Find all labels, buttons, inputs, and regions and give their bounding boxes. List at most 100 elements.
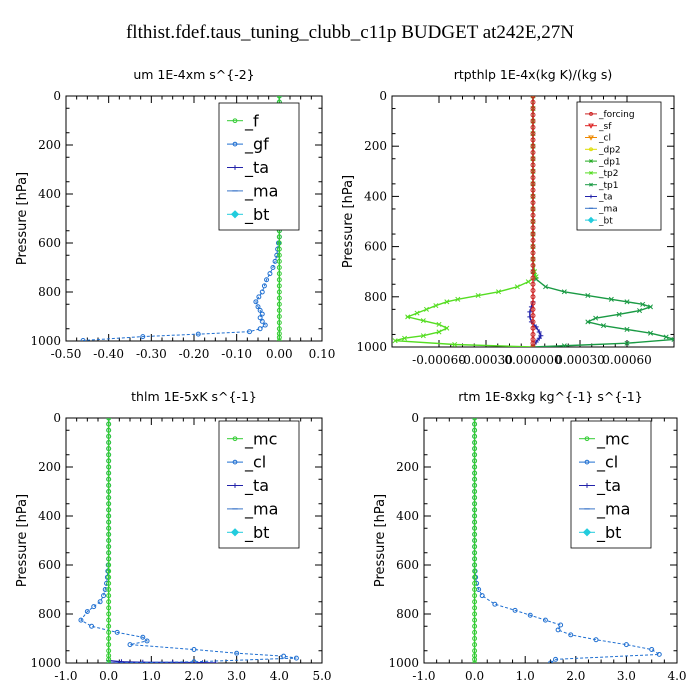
series-point — [106, 458, 112, 464]
series-point — [270, 265, 276, 270]
x-tick-label: 2.0 — [566, 669, 585, 683]
legend-marker — [589, 170, 593, 175]
x-tick-label: -1.0 — [412, 669, 435, 683]
series-point — [420, 333, 426, 339]
series-point — [276, 252, 282, 258]
legend-box — [218, 102, 300, 231]
legend-entry-ta: _ta — [244, 476, 269, 496]
series-point — [472, 660, 478, 663]
series-point — [530, 313, 536, 319]
series-point — [472, 433, 478, 439]
series-point — [276, 240, 282, 246]
series-point — [276, 295, 282, 301]
series-point — [525, 279, 531, 285]
y-axis-label: Pressure [hPa] — [373, 494, 388, 587]
series-point — [472, 623, 478, 629]
legend-entry-dp1: _dp1 — [598, 157, 621, 167]
x-tick-label: 0.10 — [309, 347, 336, 361]
series-point — [276, 246, 282, 252]
series-point — [530, 325, 536, 331]
series-point — [530, 124, 536, 130]
legend-entry-ta: _ta — [244, 158, 269, 178]
series-point — [106, 593, 112, 599]
series-point — [530, 319, 536, 325]
series-point — [276, 96, 282, 99]
legend-marker — [232, 141, 238, 147]
series-point — [106, 433, 112, 439]
legend-entry-cl: _cl — [598, 134, 611, 144]
series-point — [106, 440, 112, 445]
legend-box — [218, 420, 300, 549]
series-point — [472, 617, 478, 623]
series-point — [472, 421, 478, 427]
series-point — [106, 452, 112, 458]
series-point — [414, 310, 420, 316]
series-point — [259, 311, 265, 317]
series-point — [640, 301, 646, 307]
series-point — [542, 617, 548, 623]
x-tick-label: 0.00060 — [602, 353, 652, 367]
series-point — [472, 580, 478, 586]
y-tick-label: 1000 — [356, 340, 387, 354]
series-point — [455, 296, 461, 302]
series-point — [267, 271, 273, 277]
series-point — [530, 168, 536, 174]
series-point — [647, 304, 654, 310]
series-point — [472, 556, 478, 562]
series-point — [472, 458, 478, 464]
series-point — [472, 648, 478, 654]
series-point — [593, 637, 599, 643]
legend-box — [570, 420, 652, 549]
chart-panel-1: um 1E-4xm s^{-2} Pressure [hPa] -0.50 -0.40… — [15, 67, 335, 361]
series-point — [530, 281, 536, 287]
series-point — [624, 326, 630, 332]
series-point — [472, 418, 478, 421]
legend-marker — [589, 159, 593, 164]
series-point — [527, 612, 533, 618]
series-point — [530, 106, 536, 112]
series-point — [656, 651, 662, 657]
series-point — [106, 574, 112, 580]
series-point — [530, 96, 536, 99]
series-point — [106, 513, 112, 519]
legend-marker — [584, 436, 590, 442]
chart-panel-3: thlm 1E-5xK s^{-1} Pressure [hPa] -1.0 0.0 1… — [15, 389, 332, 683]
series-point — [616, 311, 622, 317]
legend-marker — [584, 483, 590, 488]
series-point — [472, 513, 478, 519]
page-title: flthist.fdef.taus_tuning_clubb_c11p BUDG… — [125, 22, 575, 43]
series-point — [558, 622, 564, 628]
series-point — [637, 308, 643, 314]
legend-entry-ma: _ma — [598, 204, 618, 214]
series-point — [530, 181, 536, 187]
series-point — [600, 323, 607, 329]
legend-marker — [230, 528, 240, 537]
series-point — [647, 330, 654, 336]
series-point — [472, 531, 478, 537]
y-tick-label: 400 — [364, 189, 387, 203]
series-point — [276, 289, 282, 295]
series-point — [472, 538, 478, 543]
series-point — [624, 340, 630, 346]
series-point — [106, 550, 112, 556]
x-tick-label: -0.00030 — [459, 353, 513, 367]
x-tick-label: -0.00060 — [412, 353, 466, 367]
series-point — [624, 299, 630, 305]
series-point — [530, 137, 536, 143]
series-point — [106, 446, 112, 452]
y-tick-label: 1000 — [388, 656, 419, 670]
x-tick-label: 2.0 — [184, 669, 203, 683]
legend-entry-tp2: _tp2 — [598, 169, 618, 179]
series-point — [257, 326, 263, 332]
y-tick-label: 400 — [396, 509, 419, 523]
series-point — [276, 320, 282, 326]
y-tick-label: 800 — [396, 607, 419, 621]
y-tick-label: 800 — [38, 607, 61, 621]
series-point — [527, 309, 533, 315]
series-point — [89, 623, 95, 629]
series-point — [472, 544, 478, 550]
series-point — [106, 605, 112, 611]
series-point — [553, 656, 559, 662]
series-layer — [472, 418, 662, 663]
